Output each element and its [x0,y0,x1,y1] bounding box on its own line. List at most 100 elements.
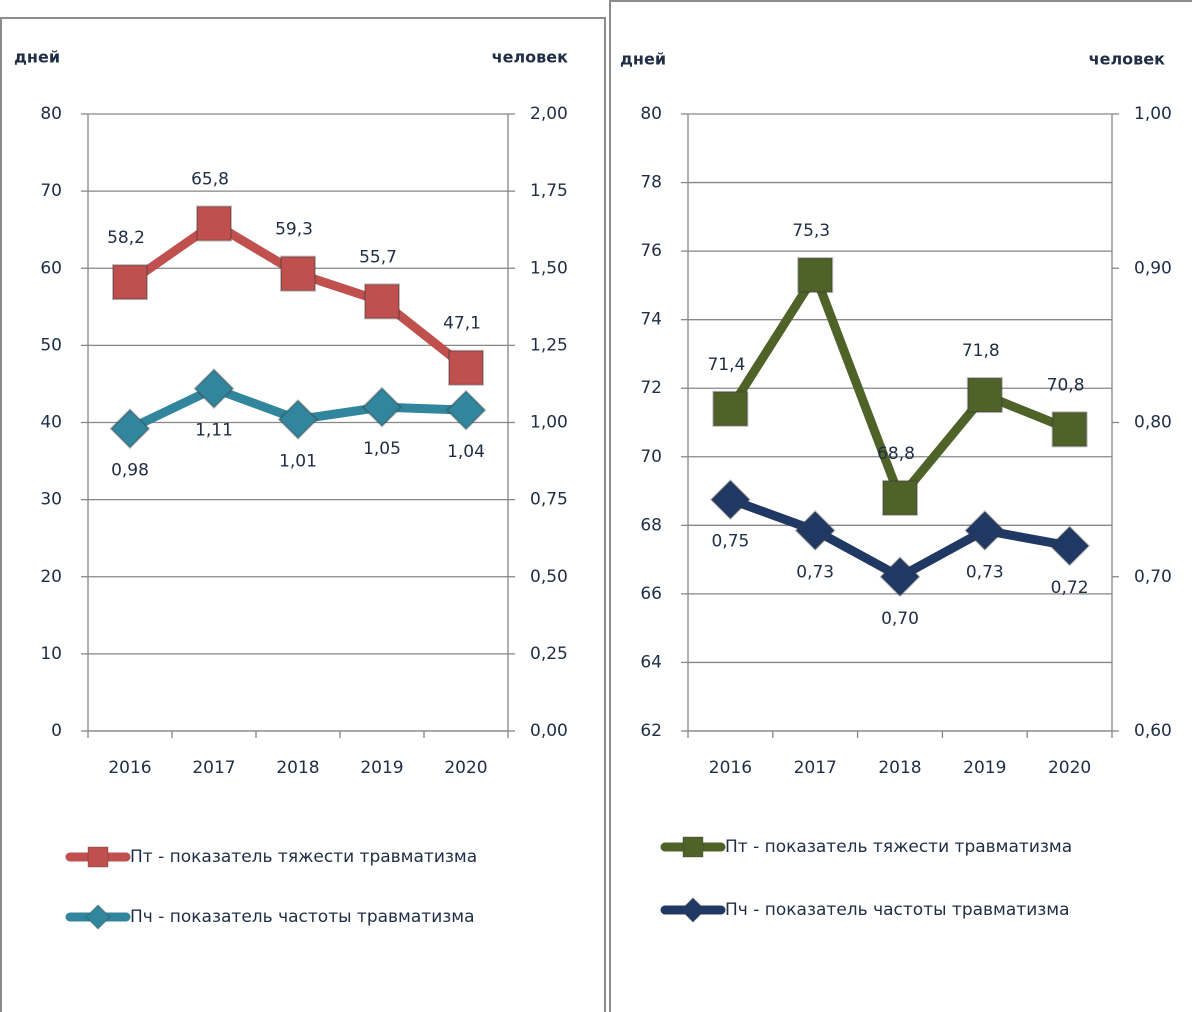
data-label: 59,3 [275,220,313,240]
y-tick-label: 20 [40,567,62,587]
series-line [726,270,1072,503]
legend-label: Пч - показатель частоты травматизма [130,907,475,927]
legend-marker [85,904,111,930]
y2-tick-label: 0,80 [1134,413,1172,433]
y2-tick-label: 1,50 [530,258,568,278]
y-tick-label: 76 [640,241,662,261]
y2-tick-label: 0,90 [1134,258,1172,278]
data-label: 68,8 [877,444,915,464]
data-point [277,399,319,440]
data-label: 55,7 [359,247,397,267]
y2-tick-label: 0,00 [530,721,568,741]
y2-tick-label: 1,25 [530,335,568,355]
data-label: 1,05 [363,439,401,459]
y-tick-label: 70 [40,181,62,201]
y-tick-label: 60 [40,258,62,278]
data-label: 0,72 [1051,578,1089,598]
y2-axis-title: человек [1089,50,1166,69]
data-point [797,257,834,294]
x-tick-label: 2019 [963,758,1006,778]
y-tick-label: 10 [40,644,62,664]
data-point [1049,525,1091,567]
y2-tick-label: 2,00 [530,104,568,124]
y2-tick-label: 0,60 [1134,721,1172,741]
data-point [794,510,836,551]
y-tick-label: 80 [40,104,62,124]
data-label: 71,8 [962,341,1000,361]
x-tick-label: 2017 [192,758,235,778]
x-tick-label: 2016 [108,758,151,778]
y-tick-label: 74 [640,310,662,330]
y-tick-label: 0 [51,721,62,741]
data-point [448,349,484,386]
y2-tick-label: 1,00 [1134,104,1172,124]
x-tick-label: 2017 [794,758,837,778]
y2-tick-label: 0,50 [530,567,568,587]
legend-label: Пт - показатель тяжести травматизма [130,847,477,867]
data-point [709,479,751,521]
x-tick-label: 2018 [276,758,319,778]
data-point [364,283,400,320]
data-label: 47,1 [443,314,481,334]
data-point [879,556,921,598]
x-tick-label: 2018 [878,758,921,778]
y-tick-label: 72 [640,378,662,398]
data-label: 1,11 [195,421,233,441]
data-point [882,479,918,516]
panel-frame [0,17,606,1012]
data-label: 0,98 [111,461,149,481]
data-label: 65,8 [191,170,229,190]
y2-tick-label: 1,00 [530,413,568,433]
y2-tick-label: 0,75 [530,490,568,510]
y-tick-label: 78 [640,173,662,193]
y-tick-label: 70 [640,447,662,467]
data-label: 1,04 [447,442,485,462]
data-point [1051,411,1088,448]
y-tick-label: 80 [640,104,662,124]
data-point [196,205,232,242]
y-tick-label: 64 [640,652,662,672]
y-axis-title: дней [620,50,666,69]
y2-tick-label: 0,25 [530,644,568,664]
data-label: 1,01 [279,451,317,471]
y-tick-label: 68 [640,515,662,535]
y2-axis-title: человек [492,48,569,67]
data-point [964,510,1006,551]
x-tick-label: 2020 [1048,758,1091,778]
data-point [445,389,487,431]
y-axis-title: дней [14,48,60,67]
x-tick-label: 2016 [709,758,752,778]
panel-frame [609,0,1192,1012]
data-point [966,377,1003,414]
y-tick-label: 30 [40,490,62,510]
y-tick-label: 50 [40,335,62,355]
data-point [109,408,151,450]
legend-label: Пт - показатель тяжести травматизма [725,837,1072,857]
y-tick-label: 62 [640,721,662,741]
data-point [361,386,403,428]
x-tick-label: 2019 [360,758,403,778]
y2-tick-label: 0,70 [1134,567,1172,587]
data-label: 0,75 [711,532,749,552]
data-point [280,255,316,292]
y-tick-label: 66 [640,584,662,604]
data-point [712,390,749,427]
data-label: 0,70 [881,609,919,629]
legend-label: Пч - показатель частоты травматизма [725,900,1070,920]
legend-marker [682,836,704,858]
x-tick-label: 2020 [444,758,487,778]
y2-tick-label: 1,75 [530,181,568,201]
legend-marker [87,846,109,868]
data-label: 58,2 [107,228,145,248]
data-label: 71,4 [707,355,745,375]
data-label: 75,3 [792,221,830,241]
data-label: 0,73 [796,562,834,582]
y-tick-label: 40 [40,413,62,433]
legend-marker [680,897,706,923]
data-point [193,368,235,409]
data-point [112,264,148,301]
data-label: 70,8 [1047,375,1085,395]
data-label: 0,73 [966,562,1004,582]
series-line [127,219,469,372]
